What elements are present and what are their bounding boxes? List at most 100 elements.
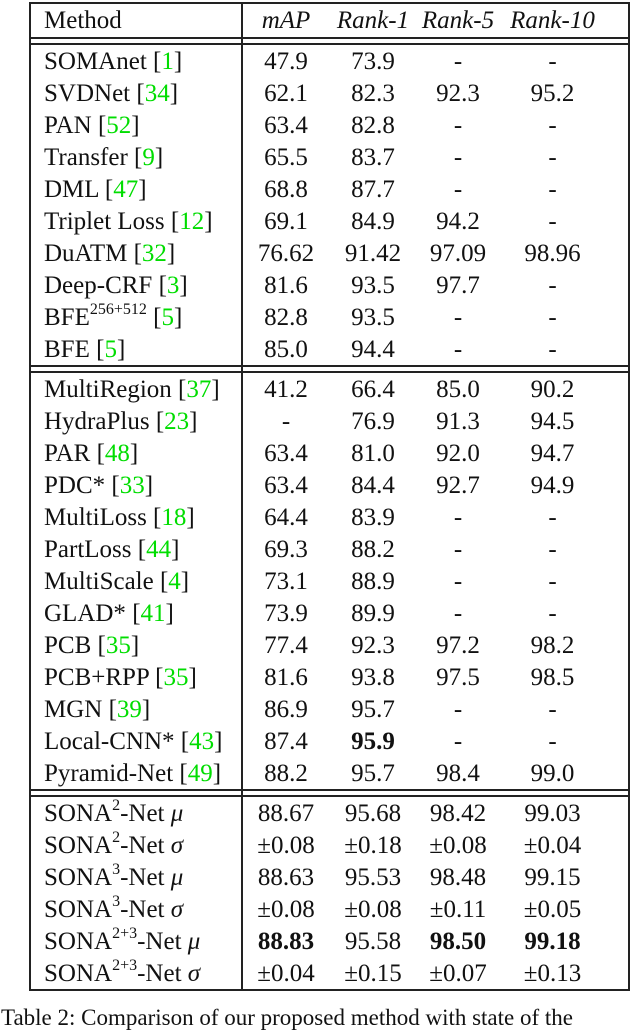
value-cell: 99.18	[524, 927, 581, 955]
method-cell: HydraPlus [23]	[44, 407, 198, 435]
value-cell: 88.67	[257, 799, 315, 827]
value-cell: ±0.08	[429, 831, 487, 859]
method-cell: Pyramid-Net [49]	[44, 759, 222, 787]
table-row: Transfer [9] 65.5 83.7 - -	[31, 141, 628, 173]
value-cell: 95.68	[344, 799, 402, 827]
citation: [5]	[153, 303, 183, 331]
value-cell: 94.4	[351, 335, 395, 363]
table-row: SOMAnet [1] 47.9 73.9 - -	[31, 45, 628, 77]
value-cell: 97.09	[429, 239, 487, 267]
results-table: Method mAP Rank-1 Rank-5 Rank-10 SOMAnet…	[29, 2, 630, 991]
citation-number: 43	[189, 727, 215, 755]
value-cell: 88.63	[257, 863, 315, 891]
citation-number: 12	[179, 207, 205, 235]
citation-number: 48	[104, 439, 130, 467]
value-cell: -	[548, 695, 557, 723]
value-cell: 47.9	[264, 47, 308, 75]
table-row: HydraPlus [23] - 76.9 91.3 94.5	[31, 405, 628, 437]
value-cell: 73.9	[351, 47, 395, 75]
column-header-method: Method	[44, 7, 122, 34]
citation-number: 4	[168, 567, 181, 595]
value-cell: 73.1	[264, 567, 308, 595]
value-cell: -	[453, 503, 463, 531]
table-row: PCB [35] 77.4 92.3 97.2 98.2	[31, 629, 628, 661]
table-row: DML [47] 68.8 87.7 - -	[31, 173, 628, 205]
value-cell: 63.4	[264, 111, 308, 139]
value-cell: ±0.08	[257, 831, 315, 859]
value-cell: 66.4	[351, 375, 395, 403]
value-cell: -	[548, 335, 557, 363]
citation-number: 39	[116, 695, 142, 723]
table-row: GLAD* [41] 73.9 89.9 - -	[31, 597, 628, 629]
value-cell: 98.42	[429, 799, 487, 827]
table-row: SONA2+3-Net σ ±0.04 ±0.15 ±0.07 ±0.13	[31, 957, 628, 989]
value-cell: 98.2	[530, 631, 575, 659]
citation-number: 3	[166, 271, 180, 299]
value-cell: -	[453, 335, 463, 363]
citation: [4]	[159, 567, 190, 595]
value-cell: 93.5	[351, 271, 395, 299]
value-cell: 81.6	[264, 271, 308, 299]
method-cell: DuATM [32]	[44, 239, 176, 267]
method-cell: PAR [48]	[44, 439, 139, 467]
table-body: SOMAnet [1] 47.9 73.9 - - SVDNet [34] 62.1 82.3…	[31, 45, 628, 989]
value-cell: -	[453, 111, 463, 139]
value-cell: 88.83	[257, 927, 315, 955]
value-cell: 68.8	[264, 175, 308, 203]
value-cell: 73.9	[264, 599, 308, 627]
table-row: Local-CNN* [43] 87.4 95.9 - -	[31, 725, 628, 757]
method-cell: MultiLoss [18]	[44, 503, 195, 531]
citation: [32]	[133, 239, 176, 267]
method-cell: SONA2+3-Net σ	[44, 957, 201, 987]
value-cell: 84.9	[351, 207, 395, 235]
citation: [43]	[180, 727, 223, 755]
header-divider	[31, 37, 628, 45]
value-cell: 97.2	[436, 631, 480, 659]
method-cell: GLAD* [41]	[44, 599, 174, 627]
value-cell: -	[548, 175, 557, 203]
value-cell: -	[548, 503, 557, 531]
method-cell: Deep-CRF [3]	[44, 271, 188, 299]
method-cell: Triplet Loss [12]	[44, 207, 213, 235]
method-cell: DML [47]	[44, 175, 147, 203]
section-divider	[31, 365, 628, 373]
value-cell: -	[548, 567, 557, 595]
value-cell: 82.8	[351, 111, 395, 139]
table-row: SONA3-Net μ 88.63 95.53 98.48 99.15	[31, 861, 628, 893]
value-cell: 87.7	[351, 175, 395, 203]
table-row: BFE256+512 [5] 82.8 93.5 - -	[31, 301, 628, 333]
value-cell: -	[548, 271, 557, 299]
citation-number: 49	[187, 759, 213, 787]
method-cell: PartLoss [44]	[44, 535, 180, 563]
value-cell: ±0.15	[344, 959, 402, 987]
value-cell: 64.4	[264, 503, 308, 531]
citation: [5]	[96, 335, 126, 363]
value-cell: -	[548, 727, 557, 755]
value-cell: 84.4	[351, 471, 395, 499]
value-cell: -	[453, 695, 463, 723]
value-cell: 99.0	[530, 759, 575, 787]
citation: [41]	[132, 599, 174, 627]
value-cell: 99.03	[524, 799, 581, 827]
value-cell: 92.7	[436, 471, 480, 499]
value-cell: ±0.05	[523, 895, 582, 923]
value-cell: 69.3	[264, 535, 308, 563]
value-cell: 69.1	[264, 207, 308, 235]
value-cell: 63.4	[264, 439, 308, 467]
method-cell: BFE256+512 [5]	[44, 301, 183, 331]
value-cell: -	[453, 727, 463, 755]
value-cell: 95.7	[351, 695, 395, 723]
value-cell: 76.62	[257, 239, 315, 267]
citation-number: 32	[141, 239, 167, 267]
value-cell: 94.9	[530, 471, 575, 499]
value-cell: ±0.08	[257, 895, 315, 923]
citation: [35]	[155, 663, 197, 691]
table-row: PAR [48] 63.4 81.0 92.0 94.7	[31, 437, 628, 469]
value-cell: 92.0	[436, 439, 480, 467]
value-cell: 98.5	[530, 663, 575, 691]
method-cell: BFE [5]	[44, 335, 126, 363]
column-header-map: mAP	[261, 7, 311, 34]
value-cell: 81.6	[264, 663, 308, 691]
table-row: SONA2-Net σ ±0.08 ±0.18 ±0.08 ±0.04	[31, 829, 628, 861]
value-cell: ±0.04	[523, 831, 582, 859]
